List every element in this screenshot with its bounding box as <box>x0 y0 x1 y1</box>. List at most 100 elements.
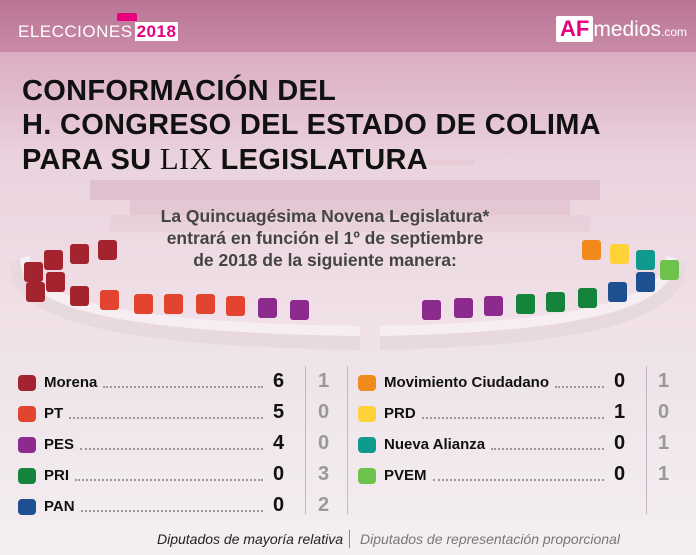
party-name: Morena <box>44 374 98 391</box>
legend-row: Nueva Alianza 0 1 <box>358 432 678 458</box>
rp-count: 0 <box>658 401 670 423</box>
stage-top <box>90 180 600 200</box>
seat-left <box>226 296 245 316</box>
seat-left <box>134 294 153 314</box>
bench-right-top <box>380 256 676 336</box>
seat-left <box>70 286 89 306</box>
subtitle-line-3: de 2018 de la siguiente manera: <box>193 250 457 270</box>
stage-step-1 <box>130 200 570 215</box>
logo-af: AF <box>556 16 594 42</box>
ballot-box-icon <box>117 13 137 21</box>
podium-screen-right <box>425 160 475 165</box>
dotted-leader <box>422 403 604 419</box>
legend-row: PRI 0 3 <box>18 463 338 489</box>
seat-left <box>196 294 215 314</box>
mayoria-count: 0 <box>614 432 626 454</box>
rp-count: 3 <box>318 463 330 485</box>
seat-right <box>578 288 597 308</box>
legend-row: Morena 6 1 <box>18 370 338 396</box>
mayoria-count: 1 <box>614 401 626 423</box>
party-name: Nueva Alianza <box>384 436 486 453</box>
mayoria-count: 0 <box>614 463 626 485</box>
seat-left <box>258 298 277 318</box>
column-divider-left <box>305 366 306 514</box>
legend-row: PAN 0 2 <box>18 494 338 520</box>
seat-left <box>44 250 63 270</box>
seat-right <box>636 250 655 270</box>
mayoria-count: 4 <box>273 432 285 454</box>
party-color-swatch <box>18 406 36 422</box>
seat-right <box>454 298 473 318</box>
party-color-swatch <box>18 468 36 484</box>
seat-right <box>582 240 601 260</box>
party-color-swatch <box>18 499 36 515</box>
party-color-swatch <box>18 437 36 453</box>
seat-left <box>164 294 183 314</box>
title-roman-numeral: LIX <box>159 141 213 176</box>
elecciones-badge: ELECCIONES 2018 <box>18 22 179 42</box>
podium-column <box>330 160 352 165</box>
footer-separator <box>349 530 350 548</box>
column-divider-right <box>646 366 647 514</box>
elecciones-year: 2018 <box>134 22 179 41</box>
party-name: PVEM <box>384 467 427 484</box>
party-color-swatch <box>358 375 376 391</box>
seat-right <box>546 292 565 312</box>
party-color-swatch <box>358 468 376 484</box>
seat-left <box>100 290 119 310</box>
footer: Diputados de mayoría relativa Diputados … <box>0 522 696 555</box>
mayoria-count: 0 <box>273 494 285 516</box>
seat-left <box>46 272 65 292</box>
elecciones-label: ELECCIONES <box>18 22 133 41</box>
dotted-leader <box>80 434 263 450</box>
rp-count: 0 <box>318 401 330 423</box>
rp-count: 1 <box>658 370 670 392</box>
bench-left-front <box>10 258 360 350</box>
rp-count: 1 <box>658 432 670 454</box>
dotted-leader <box>81 496 263 512</box>
legend-row: Movimiento Ciudadano 0 1 <box>358 370 678 396</box>
seat-right <box>422 300 441 320</box>
dotted-leader <box>491 434 604 450</box>
party-name: PRI <box>44 467 70 484</box>
seat-right <box>608 282 627 302</box>
seat-right <box>484 296 503 316</box>
bench-left-top <box>20 256 360 336</box>
seat-left <box>70 244 89 264</box>
footer-mayoria-label: Diputados de mayoría relativa <box>157 531 343 547</box>
logo-medios: medios <box>593 18 662 41</box>
mayoria-count: 0 <box>614 370 626 392</box>
rp-count: 2 <box>318 494 330 516</box>
seat-left <box>290 300 309 320</box>
mayoria-count: 5 <box>273 401 285 423</box>
legend-row: PES 4 0 <box>18 432 338 458</box>
legend-row: PVEM 0 1 <box>358 463 678 489</box>
dotted-leader <box>555 372 604 388</box>
seat-left <box>98 240 117 260</box>
seat-left <box>26 282 45 302</box>
party-name: PAN <box>44 498 75 515</box>
seat-right <box>636 272 655 292</box>
rp-count: 0 <box>318 432 330 454</box>
mayoria-count: 0 <box>273 463 285 485</box>
seat-right <box>610 244 629 264</box>
afmedios-logo[interactable]: AF medios.com <box>556 16 687 42</box>
logo-com: .com <box>661 25 688 39</box>
mayoria-count: 6 <box>273 370 285 392</box>
seat-right <box>516 294 535 314</box>
title-line-2: H. CONGRESO DEL ESTADO DE COLIMA <box>22 109 601 141</box>
party-name: PES <box>44 436 75 453</box>
footer-rp-label: Diputados de representación proporcional <box>360 531 620 547</box>
seat-right <box>660 260 679 280</box>
congress-illustration <box>10 160 686 350</box>
title-line-3-b: LEGISLATURA <box>212 144 429 176</box>
column-divider-center <box>347 366 348 514</box>
stage-step-2 <box>110 215 590 232</box>
party-name: PRD <box>384 405 416 422</box>
dotted-leader <box>69 403 263 419</box>
rp-count: 1 <box>318 370 330 392</box>
seat-left <box>24 262 43 282</box>
party-color-swatch <box>18 375 36 391</box>
party-color-swatch <box>358 437 376 453</box>
